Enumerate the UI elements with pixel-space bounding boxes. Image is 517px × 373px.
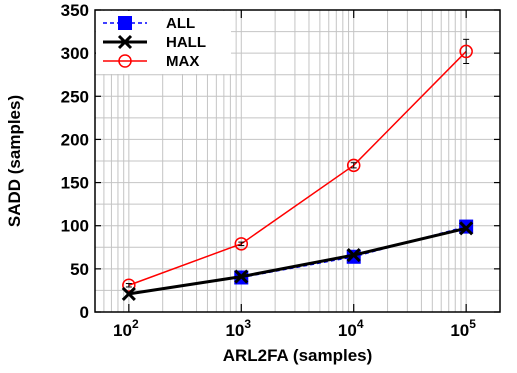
- plot-frame: [94, 9, 501, 313]
- x-tick-label: 103: [225, 317, 251, 340]
- marker-stroke: [117, 34, 133, 50]
- data-point-max: [234, 237, 249, 251]
- x-tick-label-exponent: 5: [469, 317, 476, 331]
- data-point-hall: [459, 221, 474, 236]
- x-tick-label-base: 10: [113, 321, 132, 340]
- legend: ALL HALL MAX: [96, 11, 231, 74]
- marker-stroke: [346, 247, 361, 263]
- series-hall: [121, 221, 474, 301]
- data-point-max: [122, 278, 136, 293]
- y-tick-label: 200: [61, 130, 89, 149]
- x-tick-label: 102: [113, 317, 139, 340]
- y-tick-label: 0: [80, 303, 89, 322]
- y-tick-label: 150: [61, 174, 89, 193]
- x-tick-label: 104: [338, 317, 364, 340]
- legend-label: MAX: [166, 53, 199, 70]
- x-tick-label-base: 10: [225, 321, 244, 340]
- legend-label: ALL: [166, 15, 195, 32]
- legend-entry-hall: HALL: [103, 34, 206, 51]
- x-axis-label: ARL2FA (samples): [223, 346, 373, 365]
- legend-marker: [117, 34, 133, 50]
- y-tick-label: 100: [61, 217, 89, 236]
- y-tick-label: 300: [61, 44, 89, 63]
- series-layer: [121, 38, 474, 301]
- data-point-hall: [346, 247, 361, 263]
- y-axis-label: SADD (samples): [5, 95, 24, 227]
- series-max: [122, 38, 473, 293]
- y-tick-label: 350: [61, 1, 89, 20]
- x-tick-label-base: 10: [450, 321, 469, 340]
- x-tick-label-base: 10: [338, 321, 357, 340]
- marker-stroke: [234, 269, 249, 284]
- marker-stroke: [121, 286, 136, 301]
- series-hall-line: [128, 226, 467, 296]
- x-tick-label-exponent: 2: [132, 317, 139, 331]
- x-tick-label-exponent: 4: [357, 317, 364, 331]
- series-max-line: [128, 50, 467, 286]
- y-axis-ticks: 0 50 100 150 200 250 300 350: [61, 1, 500, 322]
- marker-stroke: [459, 221, 474, 236]
- data-point-max: [459, 44, 473, 59]
- legend-marker: [118, 54, 132, 68]
- y-tick-label: 50: [70, 260, 89, 279]
- legend-entry-max: MAX: [103, 53, 199, 70]
- data-point-hall: [121, 286, 136, 301]
- x-axis-ticks: 102 103 104 105: [113, 10, 476, 340]
- data-point-max: [346, 158, 361, 173]
- x-tick-label: 105: [450, 317, 476, 340]
- data-point-hall: [234, 269, 249, 284]
- legend-label: HALL: [166, 34, 206, 51]
- x-tick-label-exponent: 3: [244, 317, 251, 331]
- y-tick-label: 250: [61, 87, 89, 106]
- legend-entry-all: ALL: [103, 15, 195, 32]
- legend-marker: [118, 16, 132, 30]
